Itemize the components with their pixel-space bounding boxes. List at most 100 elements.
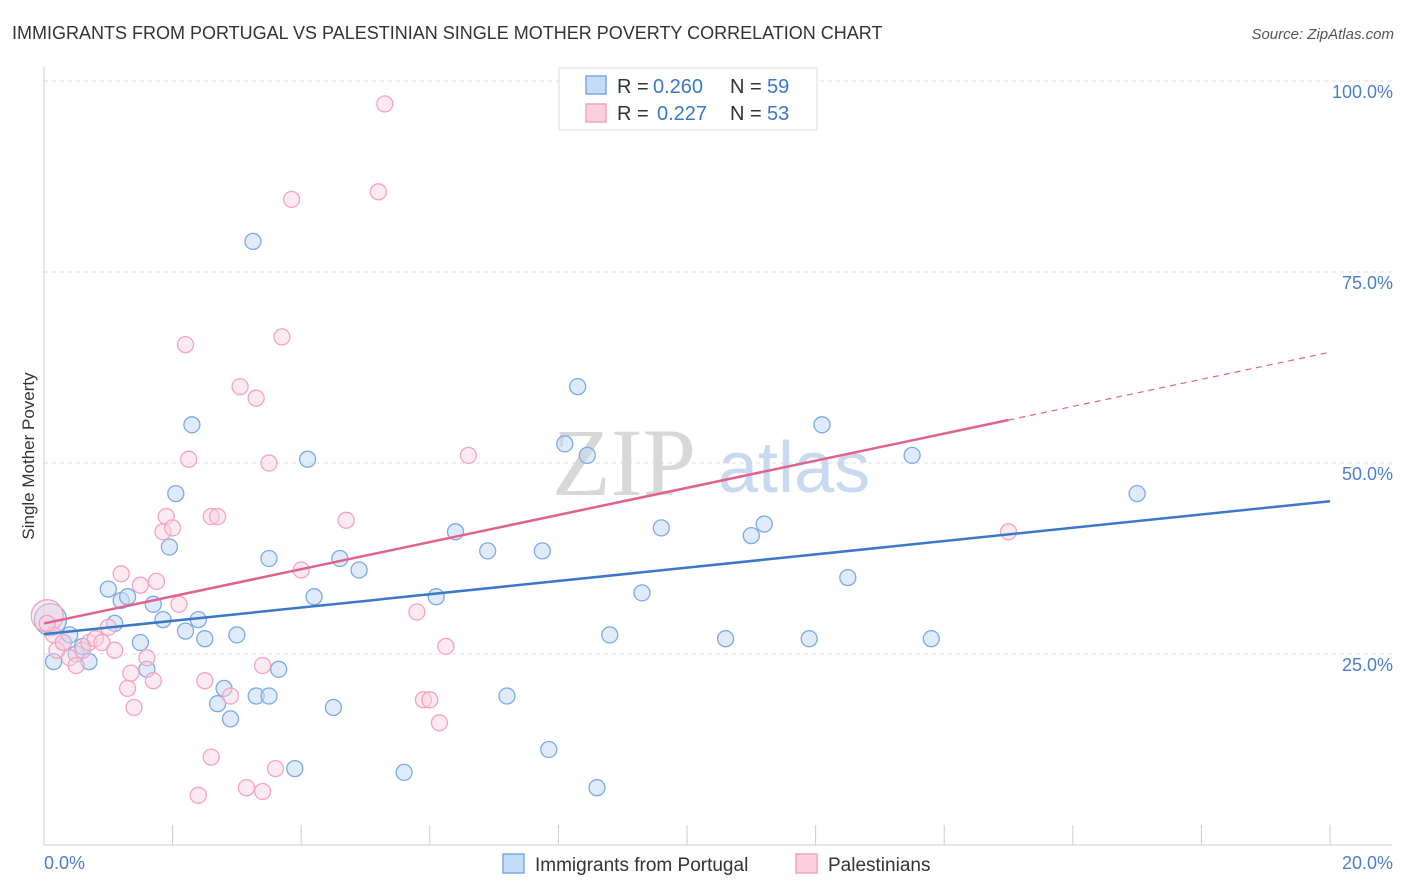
point-portugal-16 (167, 484, 185, 503)
point-portugal-36 (395, 763, 413, 782)
watermark: ZIP atlas (552, 409, 870, 516)
point-portugal-53 (800, 630, 818, 648)
point-palestinians-39 (273, 328, 291, 346)
point-palestinians-13 (118, 679, 137, 698)
point-palestinians-29 (202, 507, 220, 526)
legend-bottom-label-palestinians: Palestinians (828, 855, 930, 876)
point-portugal-7 (99, 580, 117, 598)
legend-n-value-palestinians: 53 (767, 103, 789, 125)
point-palestinians-14 (122, 664, 140, 682)
point-portugal-14 (154, 610, 172, 629)
point-palestinians-15 (125, 698, 143, 717)
point-portugal-11 (131, 633, 150, 652)
trend-lines (43, 351, 1331, 636)
point-portugal-32 (305, 588, 323, 606)
axes (43, 67, 1392, 846)
point-palestinians-26 (189, 786, 207, 804)
point-palestinians-24 (176, 335, 195, 354)
chart-source: Source: ZipAtlas.com (1251, 26, 1394, 43)
point-palestinians-19 (147, 572, 166, 591)
data-points (30, 95, 1146, 804)
point-portugal-46 (588, 779, 606, 797)
point-portugal-39 (479, 542, 497, 560)
point-palestinians-17 (138, 649, 156, 667)
point-palestinians-12 (112, 565, 130, 583)
point-portugal-31 (298, 450, 317, 468)
point-palestinians-32 (231, 377, 249, 396)
legend-swatch-palestinians (585, 103, 607, 123)
point-portugal-56 (903, 446, 921, 465)
point-portugal-48 (633, 584, 651, 602)
point-palestinians-11 (106, 641, 124, 659)
legend-bottom-label-portugal: Immigrants from Portugal (535, 855, 748, 876)
point-portugal-25 (244, 232, 262, 251)
point-portugal-20 (196, 630, 214, 648)
trend-line-palestinians (43, 418, 1009, 625)
point-palestinians-44 (376, 95, 394, 113)
point-palestinians-50 (459, 446, 478, 465)
point-palestinians-37 (260, 454, 278, 472)
legend-bottom-swatch-portugal (502, 853, 525, 874)
y-tick-label-3: 100.0% (1332, 82, 1393, 102)
point-palestinians-45 (408, 603, 426, 621)
point-palestinians-31 (221, 687, 240, 705)
point-palestinians-47 (421, 691, 439, 709)
point-portugal-49 (652, 519, 670, 537)
legend-bottom: Immigrants from Portugal Palestinians (502, 853, 930, 876)
point-portugal-10 (118, 588, 137, 606)
point-palestinians-38 (266, 759, 285, 778)
point-portugal-42 (540, 740, 558, 759)
point-palestinians-9 (93, 633, 111, 652)
point-portugal-30 (286, 759, 304, 778)
point-portugal-15 (160, 538, 179, 556)
point-portugal-33 (324, 698, 343, 717)
point-palestinians-46 (414, 691, 433, 709)
point-palestinians-23 (170, 595, 188, 613)
point-palestinians-5 (67, 656, 85, 675)
y-tick-label-0: 25.0% (1342, 655, 1393, 675)
point-portugal-51 (742, 526, 760, 545)
point-portugal-18 (183, 416, 201, 434)
point-portugal-43 (556, 435, 574, 453)
point-palestinians-51 (999, 523, 1018, 541)
point-portugal-41 (533, 542, 551, 560)
point-palestinians-18 (144, 672, 162, 690)
point-portugal-55 (839, 568, 857, 587)
point-portugal-17 (176, 622, 195, 640)
point-palestinians-49 (437, 637, 455, 656)
point-palestinians-35 (253, 782, 272, 801)
point-portugal-28 (270, 660, 288, 678)
y-axis-label: Single Mother Poverty (19, 372, 38, 540)
grid-lines (44, 80, 1392, 655)
trend-line-palestinians-extension (1008, 351, 1331, 421)
y-tick-label-2: 75.0% (1342, 273, 1393, 293)
point-portugal-23 (221, 710, 240, 728)
point-portugal-58 (1128, 484, 1146, 503)
point-palestinians-30 (208, 507, 227, 526)
legend-n-label-palestinians: N = (730, 103, 767, 125)
point-palestinians-22 (163, 519, 182, 537)
point-portugal-45 (578, 446, 596, 465)
point-portugal-57 (922, 630, 940, 648)
watermark-zip: ZIP (552, 409, 696, 516)
point-portugal-37 (427, 588, 445, 606)
point-palestinians-27 (196, 672, 214, 690)
legend-swatch-portugal (585, 75, 607, 95)
legend-n-label-portugal: N = (730, 76, 767, 98)
x-tick-label-0: 0.0% (44, 853, 85, 873)
chart-title: IMMIGRANTS FROM PORTUGAL VS PALESTINIAN … (12, 23, 882, 43)
legend-bottom-swatch-palestinians (795, 853, 818, 874)
point-portugal-27 (260, 687, 278, 705)
point-portugal-24 (228, 626, 246, 644)
legend-r-label-palestinians: R = (617, 103, 654, 125)
legend-r-value-portugal: 0.260 (653, 76, 703, 98)
legend-n-value-portugal: 59 (767, 76, 789, 98)
point-portugal-21 (208, 695, 227, 713)
point-palestinians-16 (131, 576, 150, 594)
point-palestinians-40 (282, 190, 301, 209)
x-tick-labels: 0.0% 20.0% (44, 853, 1393, 873)
y-tick-labels: 25.0% 50.0% 75.0% 100.0% (1332, 82, 1393, 675)
point-portugal-44 (569, 377, 587, 396)
point-palestinians-42 (337, 511, 355, 529)
